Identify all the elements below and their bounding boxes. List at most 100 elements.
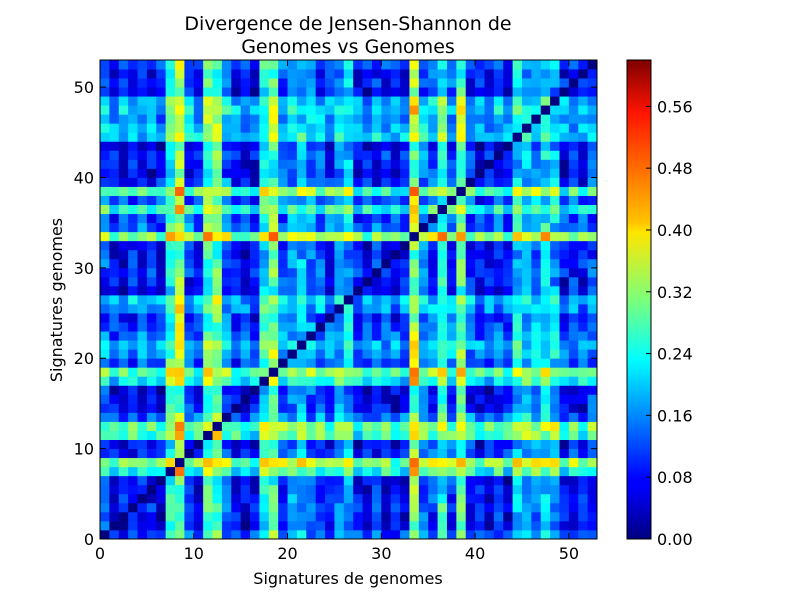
heatmap-cell [287,276,298,287]
heatmap-cell [278,204,288,215]
heatmap-cell [343,502,354,513]
heatmap-cell [568,376,579,386]
heatmap-cell [550,204,560,215]
heatmap-cell [540,87,551,97]
heatmap-cell [512,222,523,233]
heatmap-cell [118,222,129,233]
heatmap-cell [146,240,157,251]
heatmap-cell [175,457,185,468]
heatmap-cell [418,322,429,332]
heatmap-cell [390,475,401,486]
heatmap-cell [175,511,185,522]
heatmap-cell [100,457,110,468]
heatmap-cell [568,520,579,531]
heatmap-cell [175,376,185,386]
heatmap-cell [362,195,373,206]
heatmap-cell [109,439,120,450]
heatmap-cell [568,132,579,142]
heatmap-cell [250,502,260,513]
heatmap-cell [100,123,110,133]
heatmap-cell [259,385,270,395]
heatmap-cell [334,69,345,79]
heatmap-cell [165,340,176,350]
heatmap-cell [146,421,157,431]
heatmap-cell [503,267,514,278]
heatmap-cell [437,484,448,495]
heatmap-cell [550,186,560,196]
heatmap-cell [540,457,551,468]
heatmap-cell [146,502,157,513]
heatmap-cell [193,385,204,395]
heatmap-cell [128,376,138,386]
heatmap-cell [400,466,410,477]
heatmap-cell [521,448,532,459]
heatmap-cell [137,150,148,160]
heatmap-cell [203,412,213,422]
heatmap-cell [343,358,354,368]
heatmap-cell [362,204,373,215]
heatmap-cell [540,294,551,305]
heatmap-cell [540,123,551,133]
heatmap-cell [400,87,410,97]
heatmap-cell [371,177,382,187]
heatmap-cell [259,78,270,88]
heatmap-cell [428,349,438,359]
heatmap-cell [512,177,523,187]
heatmap-cell [325,484,335,495]
heatmap-cell [334,222,345,233]
heatmap-cell [334,448,345,459]
heatmap-cell [531,267,542,278]
heatmap-cell [456,313,467,323]
heatmap-cell [418,403,429,413]
heatmap-cell [512,141,523,151]
heatmap-cell [409,394,420,404]
heatmap-cell [493,313,504,323]
heatmap-cell [240,123,251,133]
heatmap-cell [175,331,185,341]
heatmap-cell [371,213,382,224]
heatmap-cell [446,105,457,115]
heatmap-cell [465,123,476,133]
heatmap-cell [400,168,410,178]
heatmap-cell [371,276,382,287]
heatmap-cell [428,105,438,115]
heatmap-cell [353,258,363,269]
heatmap-cell [521,484,532,495]
heatmap-cell [231,304,242,314]
heatmap-cell [578,258,589,269]
heatmap-cell [156,322,167,332]
heatmap-cell [240,96,251,106]
heatmap-cell [493,276,504,287]
heatmap-cell [128,304,138,314]
heatmap-cell [390,322,401,332]
heatmap-cell [109,276,120,287]
heatmap-cell [287,430,298,440]
heatmap-cell [231,529,242,540]
heatmap-cell [456,123,467,133]
heatmap-cell [540,240,551,251]
heatmap-cell [578,331,589,341]
heatmap-cell [268,349,279,359]
heatmap-cell [118,87,129,97]
heatmap-cell [128,466,138,477]
heatmap-cell [184,78,195,88]
heatmap-cell [278,331,288,341]
heatmap-cell [259,502,270,513]
heatmap-cell [100,466,110,477]
heatmap-cell [475,421,485,431]
heatmap-cell [165,421,176,431]
heatmap-cell [475,87,485,97]
heatmap-cell [465,294,476,305]
heatmap-cell [400,231,410,242]
heatmap-cell [100,376,110,386]
heatmap-cell [493,475,504,486]
x-tick-label: 20 [277,544,297,563]
heatmap-cell [456,240,467,251]
heatmap-cell [315,159,326,169]
heatmap-cell [484,105,495,115]
heatmap-cell [128,231,138,242]
heatmap-cell [428,195,438,206]
heatmap-cell [578,294,589,305]
heatmap-cell [568,276,579,287]
heatmap-cell [203,367,213,377]
